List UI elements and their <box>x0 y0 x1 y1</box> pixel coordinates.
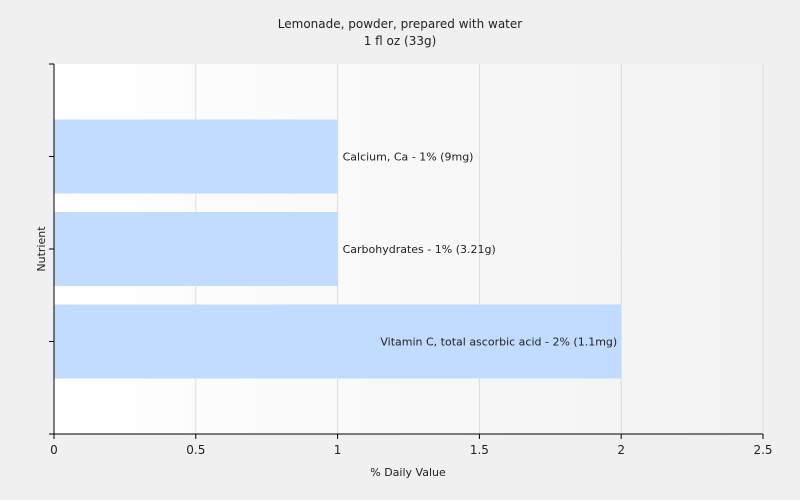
y-axis-label: Nutrient <box>35 226 48 272</box>
bar <box>54 304 622 379</box>
x-axis-label: % Daily Value <box>370 466 446 479</box>
x-tick-label: 1 <box>334 443 342 457</box>
bar-label: Vitamin C, total ascorbic acid - 2% (1.1… <box>380 336 617 349</box>
x-tick-label: 2.5 <box>753 443 772 457</box>
x-tick-label: 1.5 <box>470 443 489 457</box>
plot-area: 0 0.5 1 1.5 2 2.5 Calcium, Ca - 1% (9mg) Carboh… <box>49 63 773 457</box>
bar <box>54 212 338 286</box>
bar-label: Calcium, Ca - 1% (9mg) <box>343 151 474 164</box>
x-tick-label: 2 <box>617 443 625 457</box>
bar-label: Carbohydrates - 1% (3.21g) <box>343 243 496 256</box>
bar <box>54 119 338 194</box>
chart-subtitle: 1 fl oz (33g) <box>364 34 437 48</box>
chart-title: Lemonade, powder, prepared with water <box>278 17 522 31</box>
x-tick-label: 0 <box>50 443 58 457</box>
x-tick-label: 0.5 <box>186 443 205 457</box>
